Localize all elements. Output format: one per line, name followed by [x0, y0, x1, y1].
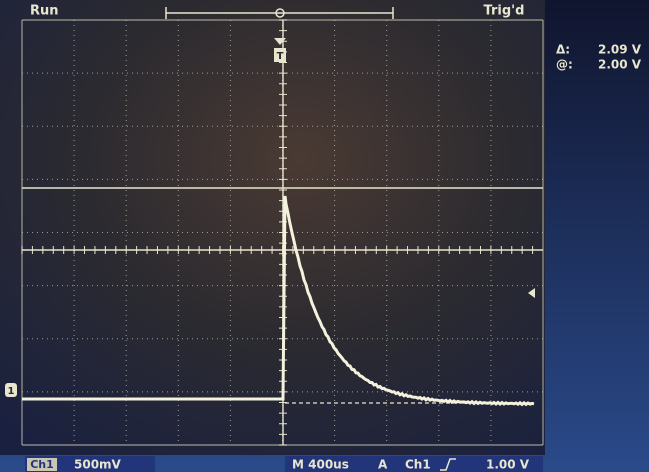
timebase: M 400us — [292, 458, 349, 472]
trigger-level: 1.00 V — [486, 458, 530, 472]
channel-marker: 1 — [8, 386, 15, 397]
oscilloscope-screen: Run Trig'd T 1 Δ: 2.09 V @: 2.00 V Ch1 5… — [0, 0, 649, 472]
vertical-scale: 500mV — [74, 458, 122, 472]
at-value: 2.00 V — [598, 58, 642, 72]
trigger-status: Trig'd — [484, 4, 525, 19]
channel-label: Ch1 — [30, 458, 54, 471]
trigger-mode: A — [378, 458, 388, 472]
delta-value: 2.09 V — [598, 43, 642, 57]
delta-label: Δ: — [556, 43, 570, 57]
trigger-marker: T — [277, 51, 284, 62]
trigger-source: Ch1 — [405, 458, 431, 472]
run-status: Run — [30, 4, 59, 19]
at-label: @: — [556, 58, 573, 72]
page: {"status": {"mode": "Run", "trigger": "T… — [0, 0, 649, 472]
display-area — [0, 0, 545, 455]
